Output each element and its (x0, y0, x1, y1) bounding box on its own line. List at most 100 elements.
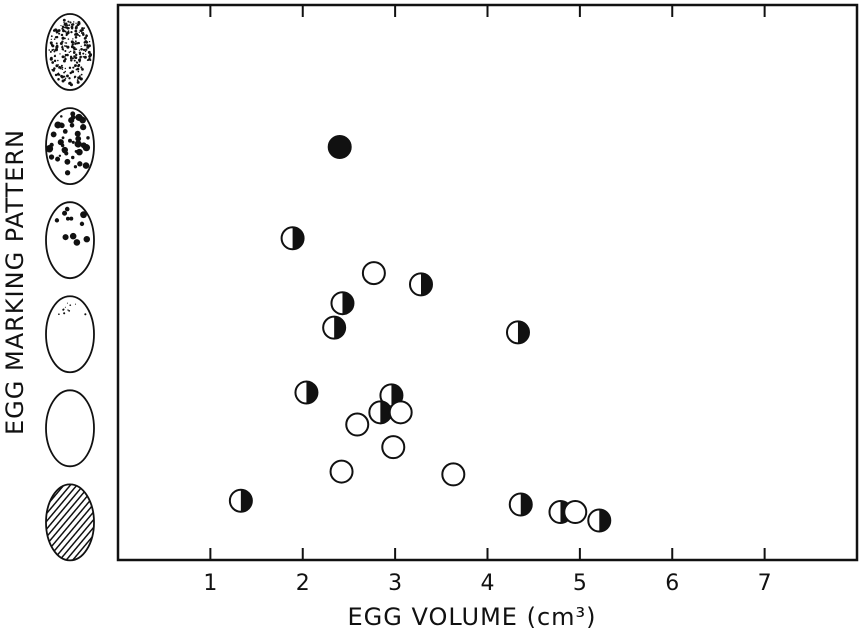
egg-speck (59, 66, 62, 70)
egg-speck (76, 80, 80, 84)
pattern-icon (45, 483, 95, 562)
egg-speck (85, 34, 88, 38)
egg-speck (78, 60, 81, 63)
egg-speck (65, 42, 68, 44)
egg-speck (68, 24, 71, 26)
point (361, 261, 386, 286)
egg-speck (76, 79, 79, 82)
egg-speck (71, 70, 75, 74)
pattern-icon (45, 13, 95, 91)
egg-speck (69, 304, 72, 307)
egg-speck (69, 71, 72, 75)
egg-speck (61, 46, 64, 49)
egg-speck (64, 67, 67, 70)
point-circle (381, 435, 406, 460)
egg-speck (75, 135, 82, 142)
egg-speck (58, 73, 61, 76)
egg-speck (60, 75, 64, 79)
egg-speck (83, 235, 91, 243)
egg-speck (63, 22, 67, 26)
egg-speck (74, 303, 77, 305)
egg-speck (67, 20, 70, 23)
point-half (334, 316, 346, 339)
egg-speck (50, 38, 52, 41)
egg-speck (64, 151, 69, 156)
egg-speck (76, 34, 78, 36)
egg-speck (63, 312, 66, 315)
point-circle (563, 500, 588, 525)
egg-speck (49, 57, 53, 61)
egg-speck (84, 50, 87, 53)
egg-speck (69, 216, 74, 221)
pattern-icon (45, 107, 95, 186)
egg-speck (64, 158, 71, 165)
point (505, 320, 530, 345)
egg-speck (84, 313, 87, 316)
point (322, 315, 347, 340)
egg-speck (74, 140, 82, 148)
egg-speck (51, 61, 55, 64)
egg-speck (74, 40, 77, 43)
egg-speck (64, 306, 66, 308)
egg-speck (85, 48, 88, 51)
egg-speck (73, 21, 75, 23)
egg-speck (75, 48, 78, 51)
point-half (342, 292, 354, 315)
egg-speck (73, 49, 75, 51)
egg-speck (71, 57, 74, 60)
egg-speck (60, 115, 63, 118)
egg-speck (54, 218, 60, 223)
egg-speck (79, 56, 82, 59)
point (294, 380, 319, 405)
point-half (420, 273, 432, 296)
point (441, 462, 466, 487)
egg-speck (55, 42, 58, 45)
egg-speck (70, 23, 74, 26)
egg-speck (62, 18, 66, 22)
egg-speck (66, 27, 70, 30)
egg-speck (76, 61, 79, 64)
egg-speck (54, 36, 58, 39)
egg-speck (79, 77, 83, 81)
point-circle (327, 135, 352, 160)
egg-speck (52, 48, 55, 51)
egg-speck (70, 45, 74, 49)
egg-speck (69, 21, 72, 24)
x-tick-label: 3 (388, 571, 402, 596)
point (408, 272, 433, 297)
x-tick-label: 1 (203, 571, 217, 596)
egg-speck (61, 36, 65, 40)
egg-speck (67, 30, 70, 32)
egg-speck (63, 59, 66, 63)
egg-speck (45, 145, 54, 153)
egg-speck (56, 30, 58, 33)
egg-speck (69, 50, 72, 53)
egg-speck (68, 51, 71, 53)
egg-speck (81, 67, 84, 71)
egg-speck (49, 41, 53, 45)
egg-speck (50, 131, 57, 138)
x-tick-label: 2 (296, 571, 310, 596)
egg-speck (64, 170, 71, 176)
point-circle (388, 400, 413, 425)
egg-speck (76, 67, 80, 71)
egg-speck (80, 66, 83, 69)
egg-speck (69, 122, 75, 128)
egg-speck (80, 124, 87, 131)
egg-speck (57, 29, 61, 32)
egg-speck (60, 143, 65, 148)
egg-speck (78, 34, 81, 37)
egg-speck (64, 42, 66, 44)
egg-speck (80, 45, 82, 48)
egg-speck (51, 44, 55, 48)
egg-speck (57, 59, 59, 62)
egg-speck (62, 308, 65, 311)
egg-speck (65, 216, 70, 221)
point-half (517, 321, 529, 344)
point (508, 492, 533, 517)
egg-speck (55, 122, 61, 128)
egg-speck (64, 26, 67, 29)
point (368, 400, 393, 425)
x-tick-label: 6 (665, 571, 679, 596)
